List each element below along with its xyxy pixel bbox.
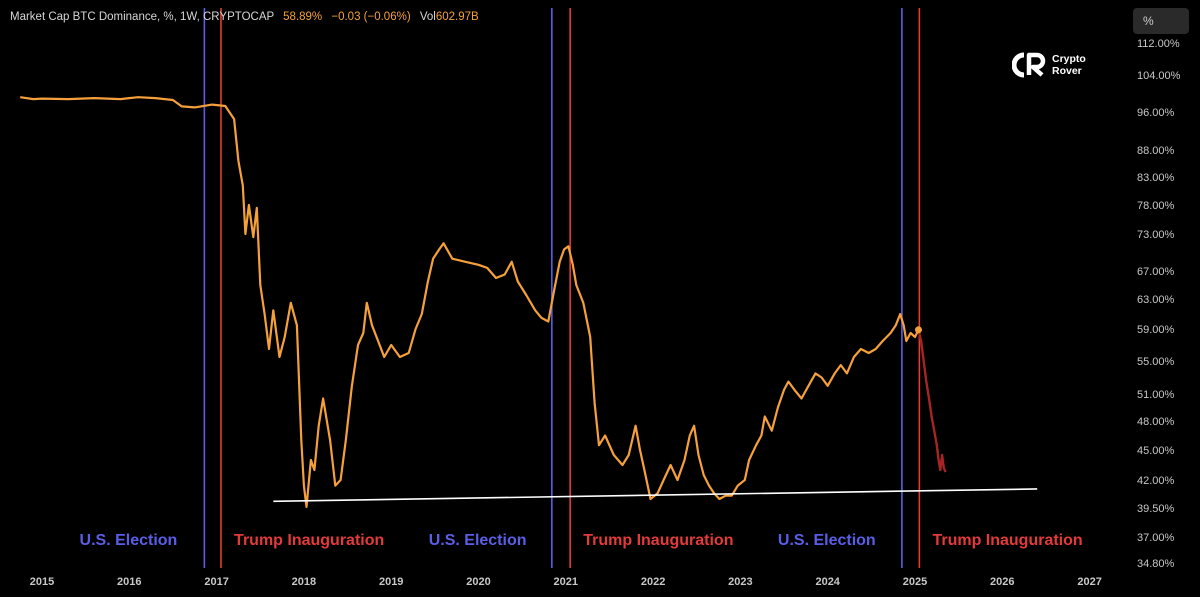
x-tick-label: 2026 (990, 576, 1014, 588)
series-group (20, 96, 947, 508)
projection-line (917, 329, 947, 473)
chart-title: Market Cap BTC Dominance, %, 1W, CRYPTOC… (10, 11, 274, 23)
y-tick-label: 104.00% (1137, 70, 1181, 82)
annotation-5: U.S. Election (778, 532, 876, 549)
y-tick-label: 88.00% (1137, 145, 1175, 157)
x-tick-label: 2022 (641, 576, 665, 588)
y-tick-label: 37.00% (1137, 532, 1175, 544)
annotation-4: Trump Inauguration (583, 532, 733, 549)
crypto-rover-logo-icon (1012, 52, 1046, 78)
volume-value: 602.97B (435, 11, 479, 23)
y-tick-label: 73.00% (1137, 229, 1175, 241)
x-tick-label: 2020 (466, 576, 490, 588)
y-tick-label: 45.00% (1137, 445, 1175, 457)
y-tick-label: 51.00% (1137, 389, 1175, 401)
x-axis: 2015 2016 2017 2018 2019 2020 2021 2022 2023 2024… (30, 576, 1102, 588)
x-tick-label: 2023 (728, 576, 752, 588)
y-tick-label: 34.80% (1137, 558, 1175, 570)
annotation-6: Trump Inauguration (932, 532, 1082, 549)
y-tick-label: 48.00% (1137, 416, 1175, 428)
y-tick-label: 59.00% (1137, 324, 1175, 336)
brand-logo: Crypto Rover (1012, 52, 1086, 78)
y-tick-label: 55.00% (1137, 356, 1175, 368)
y-tick-label: 96.00% (1137, 107, 1175, 119)
annotation-group: U.S. Election Trump Inauguration U.S. Elec… (80, 532, 1083, 549)
event-lines (203, 8, 921, 568)
logo-line-2: Rover (1052, 65, 1082, 77)
x-tick-label: 2016 (117, 576, 141, 588)
y-tick-label: 39.50% (1137, 503, 1175, 515)
current-value-marker (914, 326, 922, 334)
percent-scale-button[interactable]: % (1133, 8, 1189, 34)
x-tick-label: 2021 (554, 576, 578, 588)
annotation-3: U.S. Election (429, 532, 527, 549)
y-tick-label: 67.00% (1137, 266, 1175, 278)
y-tick-label: 112.00% (1137, 38, 1180, 50)
y-tick-label: 83.00% (1137, 172, 1175, 184)
y-axis: 112.00% 104.00% 96.00% 88.00% 83.00% 78.00% 73… (1137, 38, 1181, 570)
volume-label: Vol (419, 11, 436, 23)
x-tick-label: 2018 (292, 576, 316, 588)
chart-header: Market Cap BTC Dominance, %, 1W, CRYPTOC… (10, 11, 479, 23)
y-tick-label: 42.00% (1137, 475, 1175, 487)
x-tick-label: 2027 (1077, 576, 1101, 588)
last-value: 58.89% (283, 11, 323, 23)
y-tick-label: 63.00% (1137, 294, 1175, 306)
x-tick-label: 2017 (204, 576, 228, 588)
annotation-1: U.S. Election (80, 532, 178, 549)
trendline-group (273, 488, 1038, 503)
x-tick-label: 2015 (30, 576, 54, 588)
x-tick-label: 2024 (815, 576, 840, 588)
logo-line-1: Crypto (1052, 53, 1086, 65)
dominance-line (20, 96, 920, 508)
support-trendline (273, 488, 1038, 503)
x-tick-label: 2025 (903, 576, 927, 588)
annotation-2: Trump Inauguration (234, 532, 384, 549)
y-tick-label: 78.00% (1137, 200, 1175, 212)
x-tick-label: 2019 (379, 576, 403, 588)
change-value: −0.03 (−0.06%) (331, 11, 411, 23)
